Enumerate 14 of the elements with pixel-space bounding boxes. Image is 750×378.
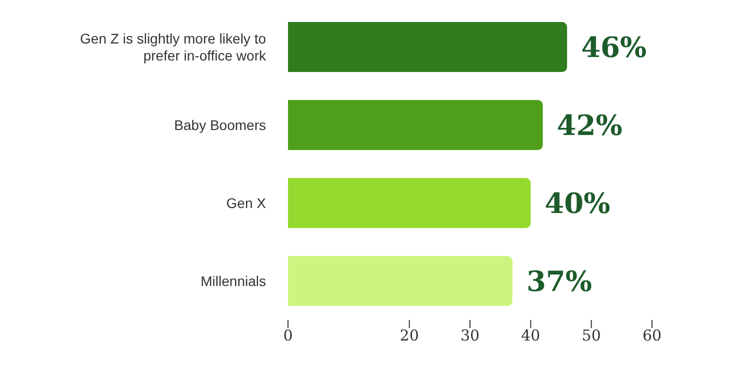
x-tick-label: 50 bbox=[582, 326, 601, 345]
y-tick-label: Gen Z is slightly more likely to prefer in-office work bbox=[80, 30, 267, 64]
y-tick-label: Gen X bbox=[226, 195, 267, 211]
x-tick-label: 30 bbox=[460, 326, 480, 345]
data-label: 42% bbox=[556, 108, 622, 142]
x-tick-label: 40 bbox=[521, 326, 540, 345]
data-label: 37% bbox=[526, 264, 592, 298]
x-tick-label: 60 bbox=[642, 326, 662, 345]
data-label: 40% bbox=[544, 186, 610, 220]
y-tick-label: Millennials bbox=[200, 273, 266, 289]
x-tick-label: 0 bbox=[283, 326, 293, 345]
x-tick-label: 20 bbox=[400, 326, 419, 345]
y-tick-label: Baby Boomers bbox=[174, 117, 266, 133]
data-label: 46% bbox=[581, 30, 647, 64]
